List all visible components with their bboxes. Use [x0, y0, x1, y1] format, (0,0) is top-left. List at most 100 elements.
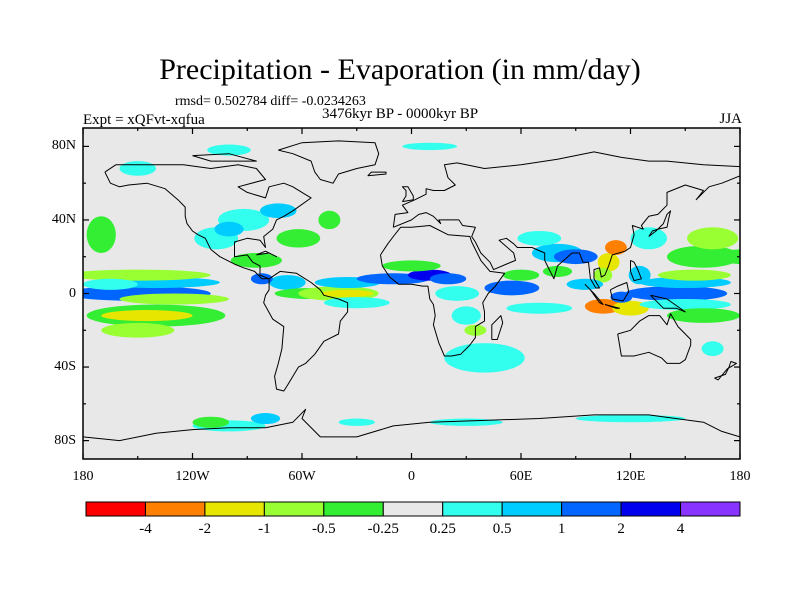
coastline-3 — [392, 151, 740, 289]
colorbar-box-3 — [263, 501, 325, 517]
rmsd-diff-stats: rmsd= 0.502784 diff= -0.0234263 — [175, 94, 366, 109]
coastline-8 — [491, 315, 504, 340]
contour-patch-25 — [429, 273, 467, 285]
contour-patch-58 — [338, 418, 375, 426]
x-tick-label: 180 — [729, 469, 751, 484]
contour-patch-11 — [214, 221, 244, 237]
x-tick-label: 60E — [509, 469, 533, 484]
x-tick-label: 120E — [615, 469, 646, 484]
x-tick-label: 180 — [72, 469, 94, 484]
colorbar-box-1 — [144, 501, 206, 517]
contour-patch-47 — [625, 286, 728, 301]
contour-patch-53 — [667, 308, 740, 323]
colorbar-box-5 — [382, 501, 444, 517]
colorbar-label: 1 — [557, 521, 566, 537]
contour-patch-60 — [575, 414, 686, 423]
coastline-11 — [609, 282, 630, 302]
colorbar-label: -1 — [258, 521, 271, 537]
colorbar-label: 0.25 — [429, 521, 456, 537]
coastline-18 — [192, 153, 257, 162]
contour-patch-28 — [451, 306, 481, 325]
colorbar-box-4 — [323, 501, 384, 517]
period-subtitle: 3476kyr BP - 0000kyr BP — [322, 106, 479, 122]
contour-patch-62 — [402, 142, 458, 151]
colorbar-label: 2 — [617, 521, 625, 537]
contour-patch-38 — [597, 253, 620, 272]
contour-patch-21 — [276, 229, 321, 248]
contour-patch-36 — [517, 230, 562, 246]
contour-patch-5 — [101, 310, 193, 322]
contour-patch-39 — [604, 240, 627, 255]
colorbar-box-7 — [501, 501, 563, 517]
coastline-15 — [630, 259, 642, 282]
coastline-0 — [104, 164, 312, 280]
season-label: JJA — [719, 111, 742, 127]
coastline-1 — [263, 270, 349, 392]
contour-patch-26 — [382, 260, 441, 272]
contour-patch-3 — [119, 293, 229, 305]
colorbar-label: 4 — [676, 521, 685, 537]
x-tick-label: 60W — [288, 469, 316, 484]
y-tick-label: 0 — [69, 285, 76, 301]
contour-patch-8 — [86, 216, 116, 254]
contour-patch-56 — [192, 416, 229, 428]
colorbar-box-9 — [620, 501, 682, 517]
contour-patch-14 — [269, 275, 306, 290]
contour-patch-18 — [322, 289, 374, 298]
coastline-13 — [604, 304, 620, 309]
field-contours — [83, 142, 740, 432]
y-tick-label: 80S — [54, 432, 76, 448]
contour-patch-7 — [83, 278, 138, 290]
coastline-2 — [380, 225, 506, 357]
contour-patch-52 — [639, 299, 731, 311]
contour-patch-51 — [687, 227, 739, 250]
colorbar-label: 0.5 — [492, 521, 512, 537]
x-tick-label: 0 — [408, 469, 415, 484]
experiment-label: Expt = xQFvt-xqfua — [83, 112, 205, 128]
coastline-5 — [83, 408, 740, 442]
coastline-4 — [617, 313, 692, 364]
axis-ticks — [82, 128, 741, 459]
colorbar-box-10 — [680, 501, 741, 517]
contour-patch-31 — [484, 280, 540, 296]
contour-patch-50 — [667, 245, 740, 268]
colorbar — [85, 501, 741, 517]
colorbar-box-0 — [85, 501, 146, 517]
contour-patch-41 — [566, 278, 604, 290]
coastline-14 — [714, 361, 737, 381]
contour-patch-49 — [657, 269, 731, 281]
colorbar-label: -4 — [139, 521, 152, 537]
contour-patch-40 — [594, 267, 613, 283]
coastline-12 — [650, 294, 686, 313]
coastline-7 — [401, 186, 414, 203]
colorbar-label: -0.5 — [311, 521, 336, 537]
contour-patch-57 — [250, 413, 281, 425]
contour-patch-33 — [506, 302, 573, 314]
contour-patch-54 — [701, 341, 724, 357]
contour-patch-2 — [83, 269, 211, 281]
coastline-9 — [648, 210, 672, 237]
y-tick-label: 40S — [54, 359, 76, 375]
contour-patch-32 — [502, 269, 540, 281]
contour-patch-6 — [101, 322, 175, 338]
contour-patch-35 — [553, 249, 598, 265]
contour-patch-46 — [630, 227, 667, 250]
coastlines — [83, 140, 740, 442]
x-tick-label: 120W — [175, 469, 210, 484]
contour-patch-63 — [119, 161, 156, 176]
y-tick-label: 80N — [51, 138, 76, 154]
colorbar-box-6 — [442, 501, 503, 517]
contour-patch-61 — [207, 144, 251, 156]
contour-patch-30 — [444, 343, 525, 373]
colorbar-box-8 — [561, 501, 622, 517]
coastline-10 — [584, 283, 604, 305]
contour-patch-37 — [542, 265, 573, 277]
map-plot-area — [82, 127, 741, 460]
coastline-17 — [367, 171, 387, 177]
contour-patch-42 — [584, 299, 622, 314]
contour-patch-27 — [435, 286, 480, 301]
coastline-16 — [256, 250, 277, 258]
colorbar-label: -0.25 — [367, 521, 399, 537]
colorbar-label: -2 — [198, 521, 212, 537]
